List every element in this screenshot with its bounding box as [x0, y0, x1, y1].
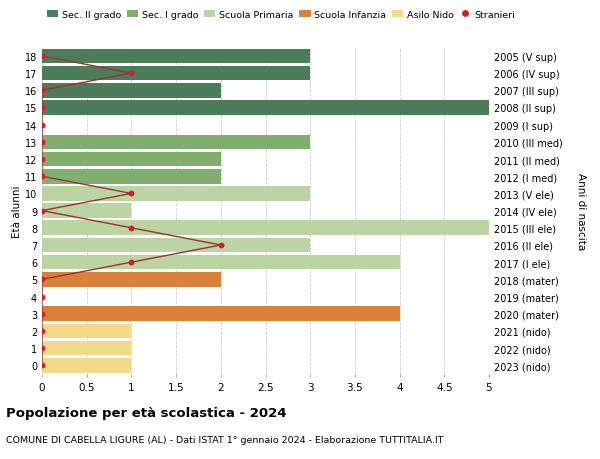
Y-axis label: Anni di nascita: Anni di nascita	[577, 173, 587, 250]
Point	[37, 207, 47, 215]
Point	[37, 328, 47, 335]
Y-axis label: Età alunni: Età alunni	[12, 185, 22, 237]
Point	[37, 139, 47, 146]
Point	[127, 70, 136, 78]
Bar	[42, 221, 489, 235]
Bar	[42, 67, 310, 81]
Point	[37, 156, 47, 163]
Point	[127, 190, 136, 198]
Legend: Sec. II grado, Sec. I grado, Scuola Primaria, Scuola Infanzia, Asilo Nido, Stran: Sec. II grado, Sec. I grado, Scuola Prim…	[47, 11, 515, 20]
Bar	[42, 50, 310, 64]
Point	[127, 224, 136, 232]
Bar	[42, 358, 131, 373]
Point	[37, 293, 47, 301]
Point	[37, 362, 47, 369]
Text: COMUNE DI CABELLA LIGURE (AL) - Dati ISTAT 1° gennaio 2024 - Elaborazione TUTTIT: COMUNE DI CABELLA LIGURE (AL) - Dati IST…	[6, 435, 443, 444]
Point	[37, 105, 47, 112]
Point	[37, 310, 47, 318]
Point	[37, 87, 47, 95]
Bar	[42, 101, 489, 116]
Text: Popolazione per età scolastica - 2024: Popolazione per età scolastica - 2024	[6, 406, 287, 419]
Bar	[42, 255, 400, 270]
Bar	[42, 187, 310, 202]
Bar	[42, 84, 221, 98]
Point	[37, 276, 47, 283]
Bar	[42, 273, 221, 287]
Bar	[42, 135, 310, 150]
Bar	[42, 307, 400, 321]
Bar	[42, 324, 131, 338]
Bar	[42, 204, 131, 218]
Point	[127, 259, 136, 266]
Point	[37, 122, 47, 129]
Bar	[42, 341, 131, 356]
Point	[37, 345, 47, 352]
Bar	[42, 169, 221, 184]
Bar	[42, 238, 310, 253]
Point	[37, 173, 47, 180]
Bar	[42, 152, 221, 167]
Point	[216, 242, 226, 249]
Point	[37, 53, 47, 61]
